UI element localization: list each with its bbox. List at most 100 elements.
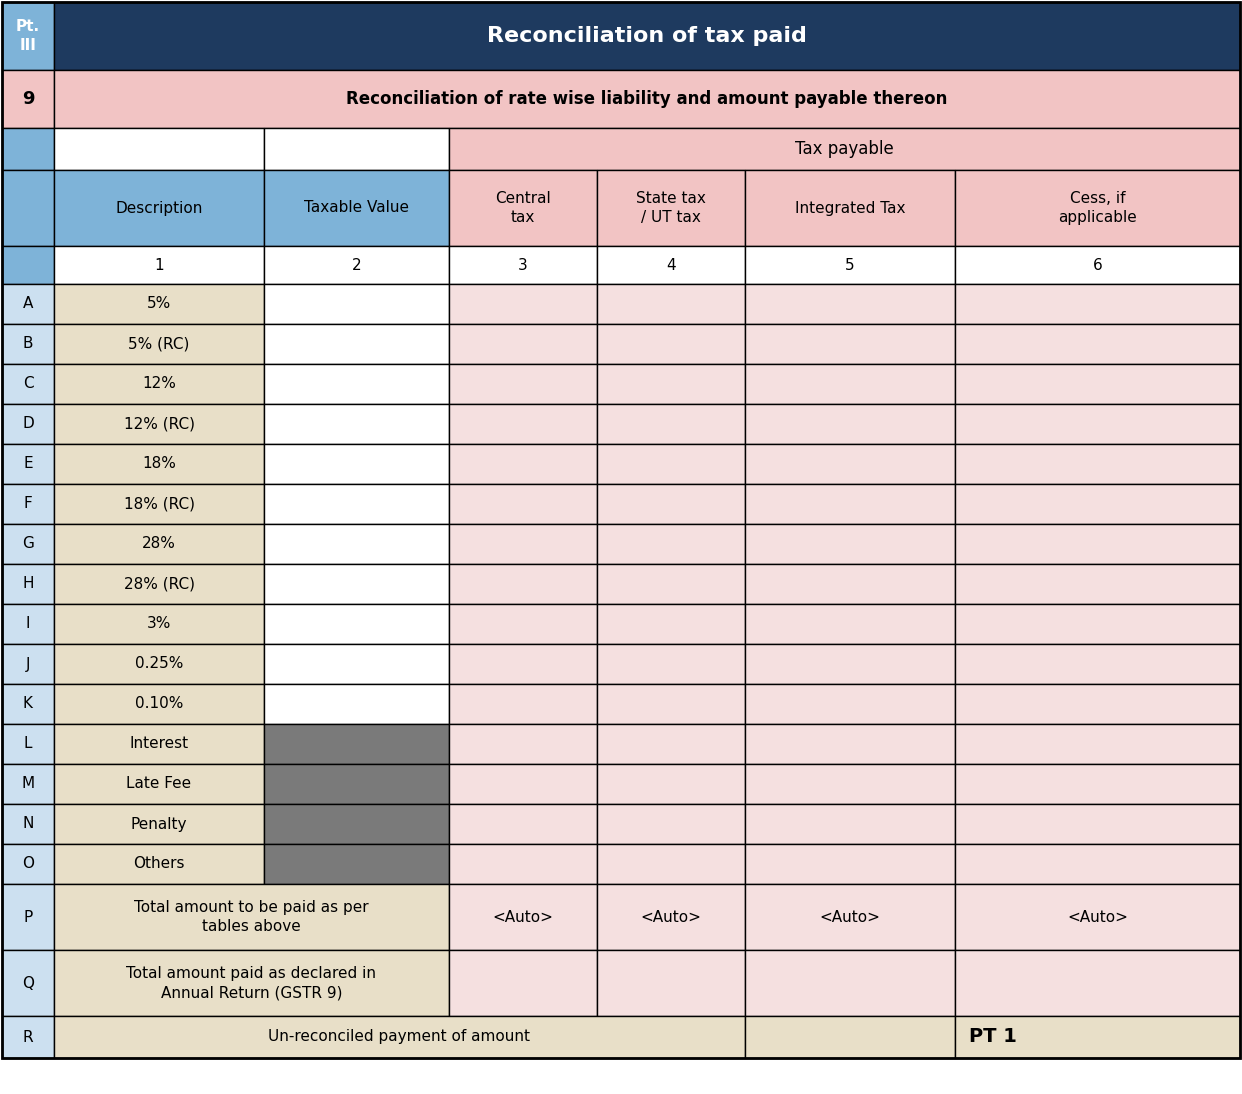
Text: 5: 5 [846, 257, 854, 272]
Bar [597, 565, 745, 604]
Bar [597, 524, 745, 565]
Text: A: A [22, 296, 34, 312]
Bar [53, 70, 1240, 128]
Bar [745, 444, 955, 484]
Text: J: J [26, 656, 30, 672]
Bar [955, 524, 1240, 565]
Bar [450, 524, 597, 565]
Bar [2, 2, 53, 70]
Text: Reconciliation of rate wise liability and amount payable thereon: Reconciliation of rate wise liability an… [347, 90, 948, 108]
Text: 5%: 5% [147, 296, 171, 312]
Bar [955, 444, 1240, 484]
Bar [53, 764, 265, 804]
Bar [2, 1016, 53, 1058]
Bar [597, 324, 745, 364]
Bar [265, 604, 450, 644]
Bar [955, 604, 1240, 644]
Bar [2, 128, 53, 170]
Bar [597, 724, 745, 764]
Bar [745, 524, 955, 565]
Bar [2, 404, 53, 444]
Text: Penalty: Penalty [130, 816, 188, 831]
Bar [2, 884, 53, 950]
Bar [450, 128, 1240, 170]
Bar [53, 1016, 745, 1058]
Bar [745, 246, 955, 284]
Text: State tax
/ UT tax: State tax / UT tax [636, 190, 705, 225]
Bar [53, 724, 265, 764]
Bar [597, 950, 745, 1016]
Bar [265, 284, 450, 324]
Bar [955, 170, 1240, 246]
Bar [450, 246, 597, 284]
Bar [745, 724, 955, 764]
Bar [745, 950, 955, 1016]
Bar [745, 884, 955, 950]
Bar [597, 644, 745, 684]
Text: I: I [26, 617, 30, 631]
Bar [2, 724, 53, 764]
Bar [597, 884, 745, 950]
Text: Late Fee: Late Fee [127, 777, 191, 791]
Text: <Auto>: <Auto> [493, 909, 554, 924]
Bar [955, 684, 1240, 724]
Bar [2, 284, 53, 324]
Bar [53, 444, 265, 484]
Text: F: F [24, 497, 32, 512]
Text: O: O [22, 857, 34, 872]
Bar [265, 246, 450, 284]
Bar [53, 644, 265, 684]
Bar [53, 404, 265, 444]
Bar [745, 804, 955, 843]
Bar [450, 843, 597, 884]
Text: <Auto>: <Auto> [641, 909, 702, 924]
Bar [450, 324, 597, 364]
Bar [2, 70, 53, 128]
Bar [265, 484, 450, 524]
Bar [597, 684, 745, 724]
Bar [450, 804, 597, 843]
Text: 2: 2 [351, 257, 361, 272]
Text: L: L [24, 736, 32, 752]
Bar [597, 804, 745, 843]
Bar [450, 884, 597, 950]
Text: Others: Others [133, 857, 185, 872]
Bar [53, 484, 265, 524]
Bar [53, 843, 265, 884]
Bar [53, 804, 265, 843]
Bar [265, 684, 450, 724]
Bar [2, 565, 53, 604]
Bar [2, 843, 53, 884]
Text: H: H [22, 577, 34, 592]
Text: 5% (RC): 5% (RC) [128, 337, 190, 351]
Text: E: E [24, 456, 32, 472]
Bar [265, 364, 450, 404]
Bar [2, 364, 53, 404]
Text: Pt.
III: Pt. III [16, 19, 40, 54]
Text: 0.25%: 0.25% [135, 656, 183, 672]
Text: 18%: 18% [142, 456, 176, 472]
Bar [597, 484, 745, 524]
Bar [53, 565, 265, 604]
Text: 28% (RC): 28% (RC) [123, 577, 195, 592]
Text: 6: 6 [1093, 257, 1103, 272]
Bar [955, 804, 1240, 843]
Text: Reconciliation of tax paid: Reconciliation of tax paid [487, 26, 807, 46]
Text: N: N [22, 816, 34, 831]
Text: 4: 4 [666, 257, 676, 272]
Text: 1: 1 [154, 257, 164, 272]
Text: Interest: Interest [129, 736, 189, 752]
Text: R: R [22, 1029, 34, 1045]
Text: Un-reconciled payment of amount: Un-reconciled payment of amount [268, 1029, 530, 1045]
Bar [597, 284, 745, 324]
Bar [53, 324, 265, 364]
Text: PT 1: PT 1 [969, 1027, 1016, 1047]
Bar [955, 1016, 1240, 1058]
Bar [955, 843, 1240, 884]
Text: Q: Q [22, 976, 34, 990]
Bar [53, 2, 1240, 70]
Bar [955, 246, 1240, 284]
Bar [2, 524, 53, 565]
Bar [450, 565, 597, 604]
Bar [955, 764, 1240, 804]
